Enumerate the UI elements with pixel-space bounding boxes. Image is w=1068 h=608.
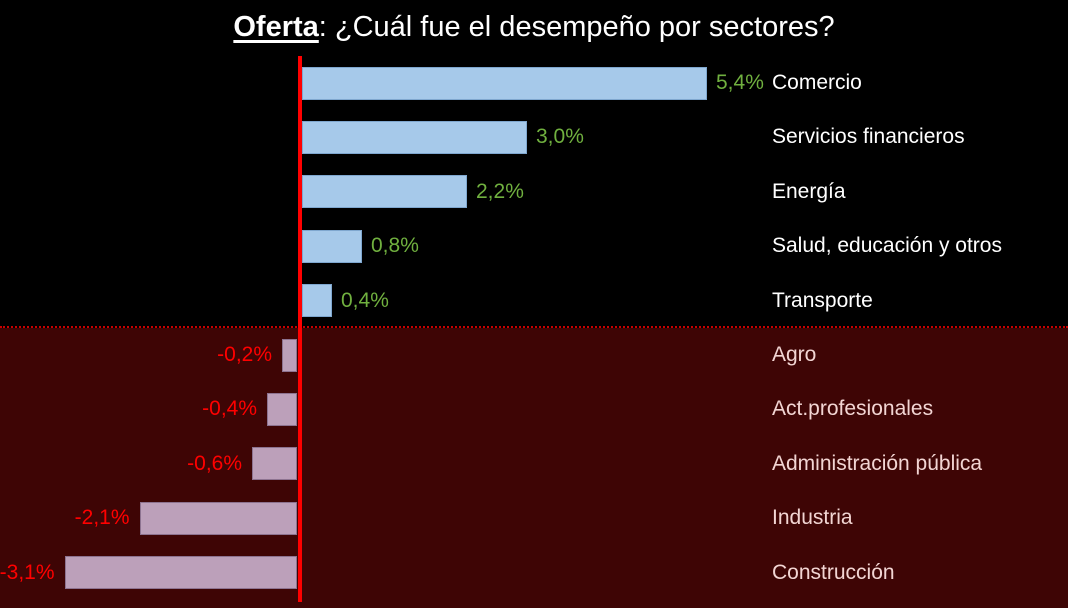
- category-label: Servicios financieros: [772, 125, 965, 149]
- value-label: 2,2%: [476, 179, 524, 203]
- category-label: Salud, educación y otros: [772, 234, 1002, 258]
- value-bar: [302, 229, 362, 263]
- category-label: Administración pública: [772, 451, 983, 475]
- value-label: -0,6%: [187, 451, 242, 475]
- positive-negative-divider-line: [0, 326, 1068, 328]
- value-label: 0,4%: [341, 288, 389, 312]
- value-bar: [282, 338, 297, 372]
- chart-row: 0,8% Salud, educación y otros: [0, 219, 1068, 273]
- chart-row: -0,4% Act.profesionales: [0, 382, 1068, 436]
- chart-row: -2,1% Industria: [0, 491, 1068, 545]
- category-label: Industria: [772, 506, 853, 530]
- category-label: Agro: [772, 343, 817, 366]
- chart-row: 2,2% Energía: [0, 165, 1068, 219]
- category-label: Transporte: [772, 288, 873, 312]
- value-bar: [302, 66, 707, 100]
- chart-row: -3,1% Construcción: [0, 546, 1068, 600]
- value-bar: [302, 175, 467, 209]
- chart-title: Oferta: ¿Cuál fue el desempeño por secto…: [0, 7, 1068, 47]
- value-label: -3,1%: [0, 560, 55, 584]
- category-label: Construcción: [772, 560, 895, 584]
- chart-title-prefix: Oferta: [233, 11, 319, 43]
- chart-row: 5,4% Comercio: [0, 56, 1068, 110]
- value-bar: [302, 284, 332, 318]
- value-bar: [252, 447, 297, 481]
- category-label: Comercio: [772, 71, 862, 94]
- category-label: Act.profesionales: [772, 397, 934, 421]
- chart-row: -0,6% Administración pública: [0, 437, 1068, 491]
- value-bar: [139, 501, 297, 535]
- value-label: -2,1%: [74, 506, 130, 530]
- value-label: 5,4%: [716, 71, 764, 94]
- value-label: 0,8%: [371, 234, 419, 258]
- zero-axis-line: [298, 56, 302, 602]
- chart-row: 0,4% Transporte: [0, 274, 1068, 328]
- value-bar: [64, 556, 297, 590]
- chart-title-rest: : ¿Cuál fue el desempeño por sectores?: [318, 11, 835, 43]
- value-label: -0,2%: [217, 343, 272, 366]
- value-label: 3,0%: [536, 125, 584, 149]
- category-label: Energía: [772, 179, 846, 203]
- chart-row: -0,2% Agro: [0, 328, 1068, 382]
- value-label: -0,4%: [202, 397, 257, 421]
- value-bar: [267, 393, 297, 427]
- value-bar: [302, 121, 527, 155]
- chart-row: 3,0% Servicios financieros: [0, 110, 1068, 164]
